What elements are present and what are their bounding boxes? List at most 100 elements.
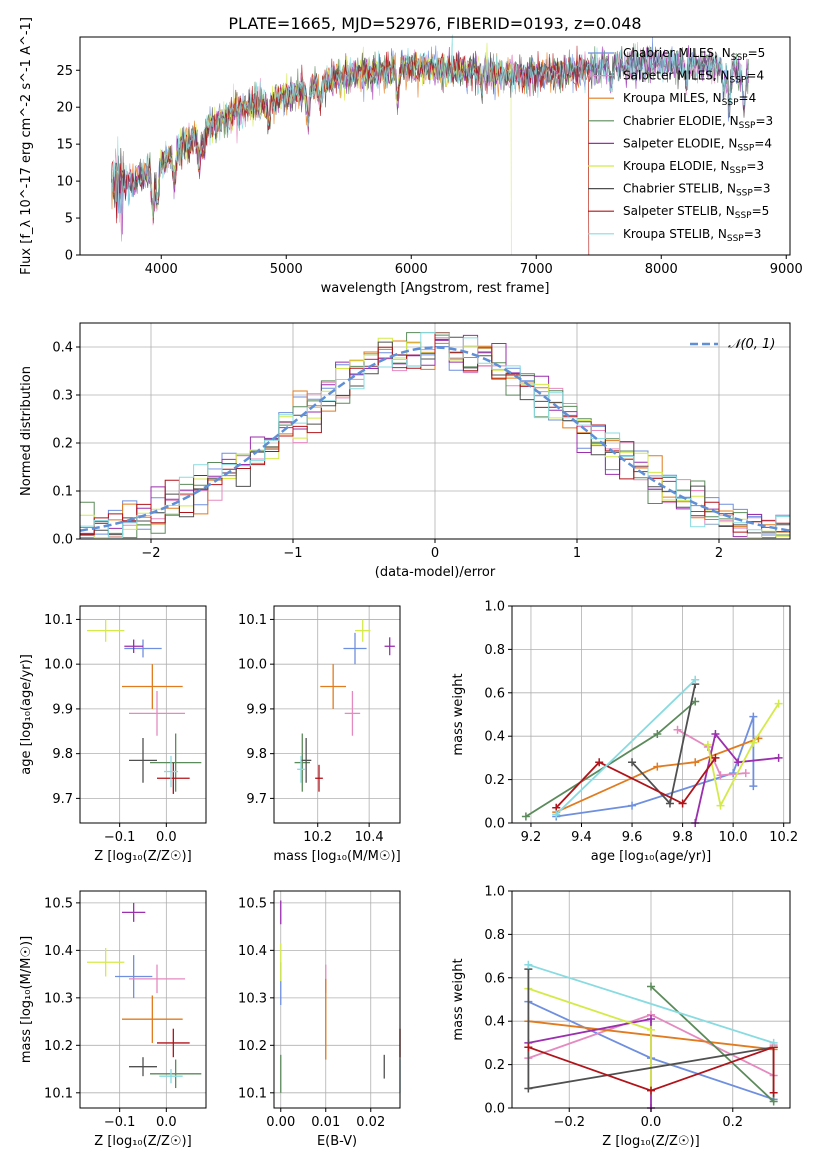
x-tick-label: 5000 — [270, 262, 303, 277]
y-tick-label: 10.0 — [44, 658, 73, 673]
data-marker — [749, 738, 758, 747]
x-tick-label: 0.02 — [356, 1115, 385, 1130]
y-tick-label: 10.1 — [238, 613, 267, 628]
legend-entry: Kroupa ELODIE, NSSP=3 — [623, 159, 764, 176]
series-line — [707, 703, 780, 809]
y-tick-label: 9.9 — [246, 702, 267, 717]
y-tick-label: 10.1 — [44, 1086, 73, 1101]
data-marker — [749, 712, 758, 721]
point-salpeter-miles — [344, 691, 361, 736]
y-tick-label: 5 — [65, 212, 73, 227]
data-marker — [774, 699, 783, 708]
y-tick-label: 0.0 — [52, 533, 73, 548]
x-tick-label: 1 — [573, 546, 581, 561]
data-marker — [774, 753, 783, 762]
point-salpeter-elodie — [122, 902, 146, 922]
y-tick-label: 1.0 — [484, 885, 505, 900]
series-line — [528, 963, 774, 1044]
y-axis-label: age [log₁₀(age/yr)] — [19, 654, 34, 775]
x-tick-label: 9.2 — [521, 830, 542, 845]
y-tick-label: 9.7 — [52, 792, 73, 807]
legend-entry: Chabrier ELODIE, NSSP=3 — [623, 114, 773, 131]
y-tick-label: 0.4 — [484, 1015, 505, 1030]
point-kroupa-miles — [122, 664, 183, 709]
y-tick-label: 10.1 — [238, 1086, 267, 1101]
point-salpeter-elodie — [384, 637, 395, 656]
y-tick-label: 0.4 — [52, 341, 73, 356]
data-marker — [711, 730, 720, 739]
data-marker — [665, 799, 674, 808]
point-kroupa-stelib — [164, 755, 178, 788]
data-marker — [734, 758, 743, 767]
series-line — [555, 757, 717, 809]
figure-title: PLATE=1665, MJD=52976, FIBERID=0193, z=0… — [228, 14, 641, 33]
x-tick-label: 0.01 — [311, 1115, 340, 1130]
x-axis-label: mass [log₁₀(M/M☉)] — [273, 849, 400, 864]
y-tick-label: 10.2 — [44, 1039, 73, 1054]
data-marker — [653, 730, 662, 739]
legend-entry: Kroupa STELIB, NSSP=3 — [623, 227, 761, 244]
y-tick-label: 20 — [56, 101, 73, 116]
legend-entry: Salpeter MILES, NSSP=4 — [623, 69, 764, 86]
x-tick-label: −0.2 — [553, 1115, 585, 1130]
data-marker — [524, 960, 533, 969]
series-line — [694, 731, 779, 824]
point-salpeter-stelib — [157, 762, 190, 794]
y-axis-label: mass weight — [451, 958, 466, 1040]
histogram-kroupa-stelib — [79, 332, 790, 539]
y-tick-label: 0 — [65, 249, 73, 264]
point-kroupa-elodie — [355, 619, 371, 642]
point-chabrier-miles — [115, 955, 153, 998]
point-kroupa-stelib — [297, 755, 305, 783]
point-kroupa-elodie — [87, 619, 125, 642]
y-tick-label: 1.0 — [484, 600, 505, 615]
x-tick-label: 0.0 — [156, 1115, 177, 1130]
data-marker — [691, 758, 700, 767]
axes-frame — [273, 890, 401, 1109]
series-line — [555, 679, 696, 815]
point-salpeter-stelib — [157, 1028, 190, 1058]
data-marker — [647, 1025, 655, 1034]
series-line — [555, 737, 759, 813]
point-kroupa-miles — [320, 664, 346, 709]
x-tick-label: 10.4 — [355, 830, 384, 845]
point-chabrier-elodie — [150, 733, 202, 792]
x-tick-label: 7000 — [520, 262, 553, 277]
series-line — [528, 1045, 775, 1093]
y-tick-label: 9.7 — [246, 792, 267, 807]
x-tick-label: 8000 — [645, 262, 678, 277]
y-tick-label: 0.2 — [484, 1058, 505, 1073]
axes-frame — [79, 36, 791, 256]
gaussian-curve — [79, 346, 791, 532]
point-kroupa-stelib — [159, 1069, 183, 1084]
x-tick-label: 9.4 — [571, 830, 592, 845]
data-marker — [769, 1088, 778, 1097]
series-line — [525, 700, 696, 818]
spectrum-line-salpeter-stelib — [111, 45, 590, 256]
series-salpeter-stelib — [524, 1043, 778, 1097]
x-tick-label: 2 — [715, 546, 723, 561]
point-salpeter-miles — [129, 964, 185, 994]
point-chabrier-stelib — [129, 1057, 157, 1077]
y-tick-label: 0.1 — [52, 485, 73, 500]
x-axis-label: Z [log₁₀(Z/Z☉)] — [94, 849, 191, 864]
data-marker — [653, 762, 662, 771]
data-marker — [524, 1084, 533, 1093]
y-tick-label: 10.5 — [44, 896, 73, 911]
y-tick-label: 10.3 — [238, 991, 267, 1006]
x-axis-label: age [log₁₀(age/yr)] — [591, 849, 712, 864]
legend-entry: 𝒩(0, 1) — [728, 337, 775, 352]
point-chabrier-stelib — [301, 737, 312, 783]
series-line — [677, 728, 746, 777]
x-tick-label: −1 — [283, 546, 302, 561]
y-tick-label: 0.8 — [484, 928, 505, 943]
series-chabrier-elodie — [647, 982, 778, 1106]
legend-entry: Chabrier MILES, NSSP=5 — [623, 46, 765, 63]
y-tick-label: 0.4 — [484, 730, 505, 745]
data-marker — [749, 782, 758, 791]
x-tick-label: 0 — [431, 546, 439, 561]
y-tick-label: 9.9 — [52, 702, 73, 717]
y-tick-label: 10.2 — [238, 1039, 267, 1054]
axes-frame — [79, 890, 207, 1109]
